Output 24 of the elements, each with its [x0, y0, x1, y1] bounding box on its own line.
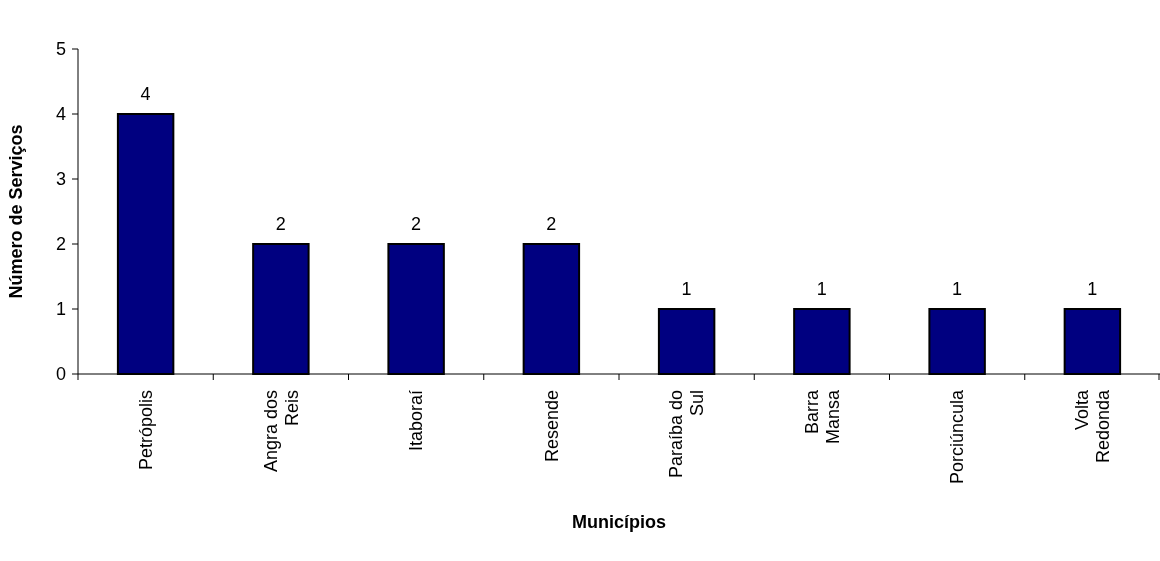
x-tick-label: Petrópolis: [135, 390, 156, 471]
data-label: 1: [952, 279, 963, 299]
y-tick-label: 3: [55, 169, 66, 190]
y-tick-label: 4: [55, 104, 66, 125]
y-axis-title: Número de Serviços: [6, 124, 26, 299]
y-tick-label: 5: [55, 39, 66, 60]
data-label: 2: [275, 214, 286, 234]
x-tick-label: Porciúncula: [947, 389, 968, 485]
y-tick-label: 0: [55, 364, 66, 385]
y-tick-label: 1: [55, 299, 66, 320]
y-tick-label: 2: [55, 234, 66, 255]
data-label: 1: [681, 279, 692, 299]
data-label: 1: [1087, 279, 1098, 299]
x-tick-label: Volta Redonda: [1072, 389, 1114, 464]
data-label: 2: [546, 214, 557, 234]
x-tick-label: Paraíba do Sul: [666, 390, 708, 479]
x-tick-label: Resende: [541, 390, 562, 463]
data-label: 4: [140, 84, 151, 104]
data-label: 2: [411, 214, 422, 234]
x-tick-label: Angra dos Reis: [260, 390, 302, 473]
data-label: 1: [816, 279, 827, 299]
x-tick-label: Itaboraí: [406, 390, 427, 452]
x-axis-title: Municípios: [572, 512, 666, 532]
x-tick-label: Barra Mansa: [801, 389, 843, 445]
